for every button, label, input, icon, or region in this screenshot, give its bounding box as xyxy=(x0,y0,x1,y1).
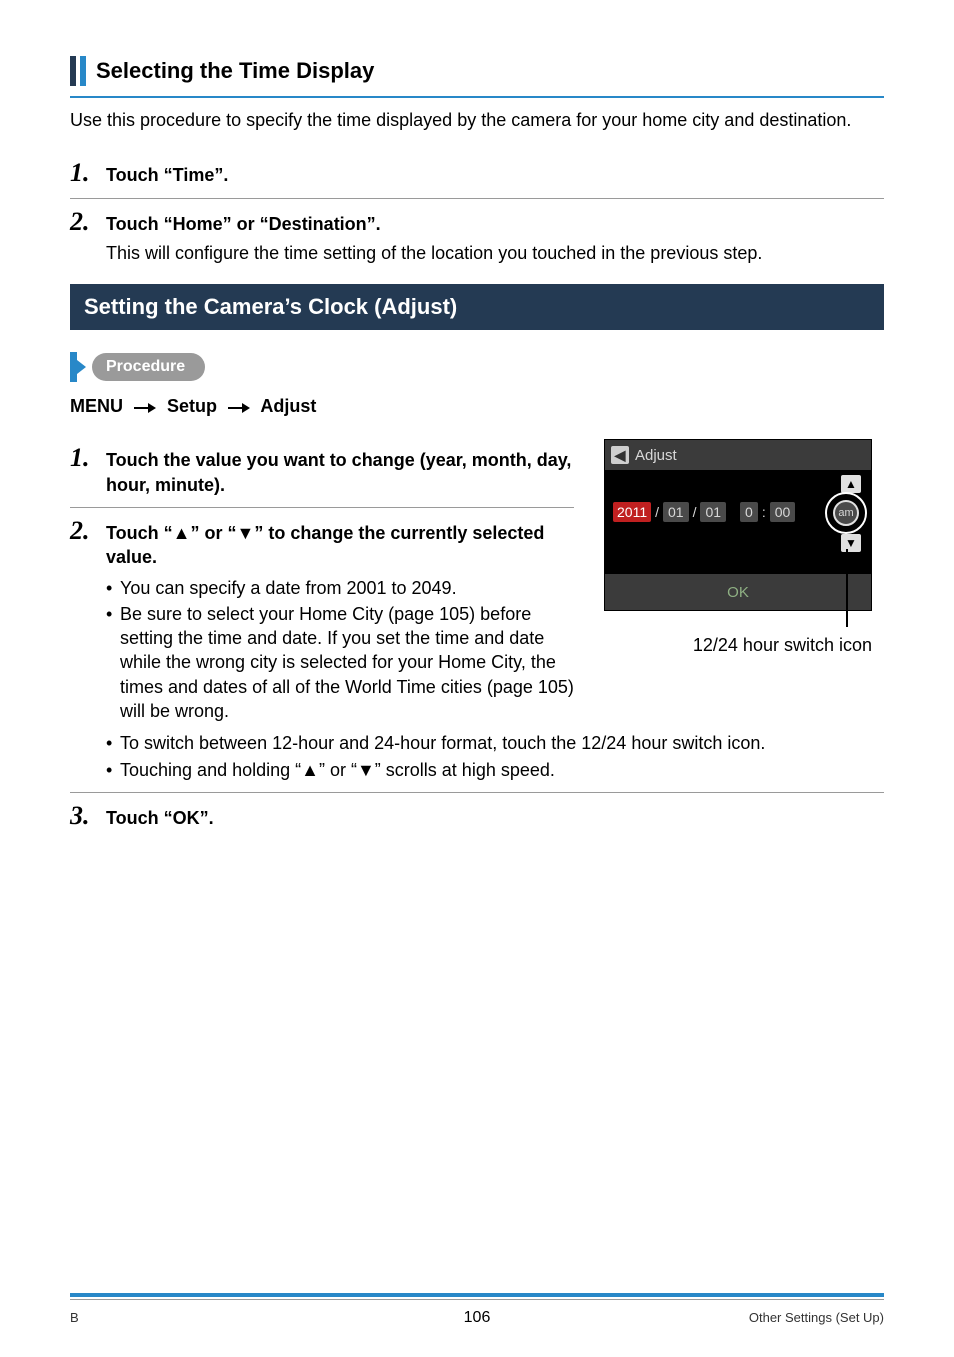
bullet-text: Be sure to select your Home City (page 1… xyxy=(120,602,574,723)
footer-row: B 106 Other Settings (Set Up) xyxy=(70,1310,884,1325)
page-number: 106 xyxy=(464,1309,491,1327)
minute-value[interactable]: 00 xyxy=(770,502,796,522)
procedure-pill: Procedure xyxy=(92,353,205,381)
step-title: Touch “OK”. xyxy=(106,806,214,830)
step-number: 3. xyxy=(70,801,96,831)
step2-bullets: •You can specify a date from 2001 to 204… xyxy=(106,576,574,724)
page: Selecting the Time Display Use this proc… xyxy=(0,0,954,1357)
step-subtext: This will configure the time setting of … xyxy=(106,241,884,265)
triangle-up-icon: ▲ xyxy=(301,758,319,782)
footer-rule-grey xyxy=(70,1299,884,1300)
triangle-down-icon: ▼ xyxy=(237,521,255,545)
triangle-up-icon: ▲ xyxy=(173,521,191,545)
step-number: 2. xyxy=(70,207,96,237)
menu-path: MENU Setup Adjust xyxy=(70,396,884,418)
date-separator: / xyxy=(655,504,659,520)
ok-button[interactable]: OK xyxy=(727,584,749,601)
procedure-row: Procedure xyxy=(70,352,884,382)
step-title: Touch “Time”. xyxy=(106,163,228,187)
heading-bar-blue xyxy=(80,56,86,86)
two-column-layout: 1. Touch the value you want to change (y… xyxy=(70,435,884,733)
heading-underline xyxy=(70,96,884,98)
day-value[interactable]: 01 xyxy=(700,502,726,522)
step-number: 2. xyxy=(70,516,96,546)
triangle-down-icon: ▼ xyxy=(357,758,375,782)
back-icon[interactable]: ◀ xyxy=(611,446,629,464)
heading-bar-navy xyxy=(70,56,76,86)
bullet-item: •You can specify a date from 2001 to 204… xyxy=(106,576,574,600)
step-number: 1. xyxy=(70,158,96,188)
section1-step-1: 1. Touch “Time”. xyxy=(70,150,884,188)
hour-value[interactable]: 0 xyxy=(740,502,758,522)
down-button[interactable]: ▼ xyxy=(841,534,861,552)
bullet-item: •Be sure to select your Home City (page … xyxy=(106,602,574,723)
step-title: Touch the value you want to change (year… xyxy=(106,448,574,497)
step-title-mid: ” or “ xyxy=(190,523,236,543)
bullet-pre: Touching and holding “ xyxy=(120,760,301,780)
arrow-icon xyxy=(228,396,250,417)
right-column: ◀ Adjust 2011 / 01 / 01 0 : 00 xyxy=(604,439,884,733)
footer-rule-blue xyxy=(70,1293,884,1297)
menu-path-a: MENU xyxy=(70,396,123,416)
section2-step-2: 2. Touch “▲” or “▼” to change the curren… xyxy=(70,508,574,723)
bullet-text: Touching and holding “▲” or “▼” scrolls … xyxy=(120,758,555,782)
camera-screenshot: ◀ Adjust 2011 / 01 / 01 0 : 00 xyxy=(604,439,872,611)
screenshot-caption: 12/24 hour switch icon xyxy=(604,635,872,656)
step-title: Touch “Home” or “Destination”. xyxy=(106,212,381,236)
month-value[interactable]: 01 xyxy=(663,502,689,522)
step-title-pre: Touch “ xyxy=(106,523,173,543)
footer-left: B xyxy=(70,1310,79,1325)
subsection-heading-1: Selecting the Time Display xyxy=(70,56,884,86)
up-button[interactable]: ▲ xyxy=(841,475,861,493)
bullet-post: ” scrolls at high speed. xyxy=(375,760,555,780)
left-column: 1. Touch the value you want to change (y… xyxy=(70,435,574,733)
menu-path-c: Adjust xyxy=(260,396,316,416)
procedure-arrow-icon xyxy=(70,352,88,382)
screenshot-title: Adjust xyxy=(635,447,677,464)
intro-paragraph: Use this procedure to specify the time d… xyxy=(70,108,884,132)
screenshot-date-row: 2011 / 01 / 01 0 : 00 xyxy=(613,502,797,522)
date-separator: / xyxy=(693,504,697,520)
arrow-icon xyxy=(134,396,156,417)
page-footer: B 106 Other Settings (Set Up) xyxy=(70,1293,884,1325)
section1-step-2: 2. Touch “Home” or “Destination”. This w… xyxy=(70,199,884,265)
bullet-text: You can specify a date from 2001 to 2049… xyxy=(120,576,457,600)
screenshot-wrapper: ◀ Adjust 2011 / 01 / 01 0 : 00 xyxy=(604,439,872,656)
time-separator: : xyxy=(762,504,766,520)
step-title: Touch “▲” or “▼” to change the currently… xyxy=(106,521,574,570)
heading-text: Selecting the Time Display xyxy=(96,58,374,84)
section2-step-1: 1. Touch the value you want to change (y… xyxy=(70,435,574,497)
bullet-mid: ” or “ xyxy=(319,760,357,780)
step-number: 1. xyxy=(70,443,96,473)
screenshot-topbar: ◀ Adjust xyxy=(605,440,871,470)
callout-line xyxy=(846,549,848,627)
screenshot-ok-bar: OK xyxy=(605,574,871,610)
year-value[interactable]: 2011 xyxy=(613,502,651,522)
step2-bullets-continued: •To switch between 12-hour and 24-hour f… xyxy=(106,731,884,782)
bullet-item: • Touching and holding “▲” or “▼” scroll… xyxy=(106,758,884,782)
section2-step-3: 3. Touch “OK”. xyxy=(70,793,884,831)
bullet-item: •To switch between 12-hour and 24-hour f… xyxy=(106,731,884,755)
section-banner: Setting the Camera’s Clock (Adjust) xyxy=(70,284,884,330)
menu-path-b: Setup xyxy=(167,396,217,416)
bullet-text: To switch between 12-hour and 24-hour fo… xyxy=(120,731,765,755)
footer-right: Other Settings (Set Up) xyxy=(749,1310,884,1325)
